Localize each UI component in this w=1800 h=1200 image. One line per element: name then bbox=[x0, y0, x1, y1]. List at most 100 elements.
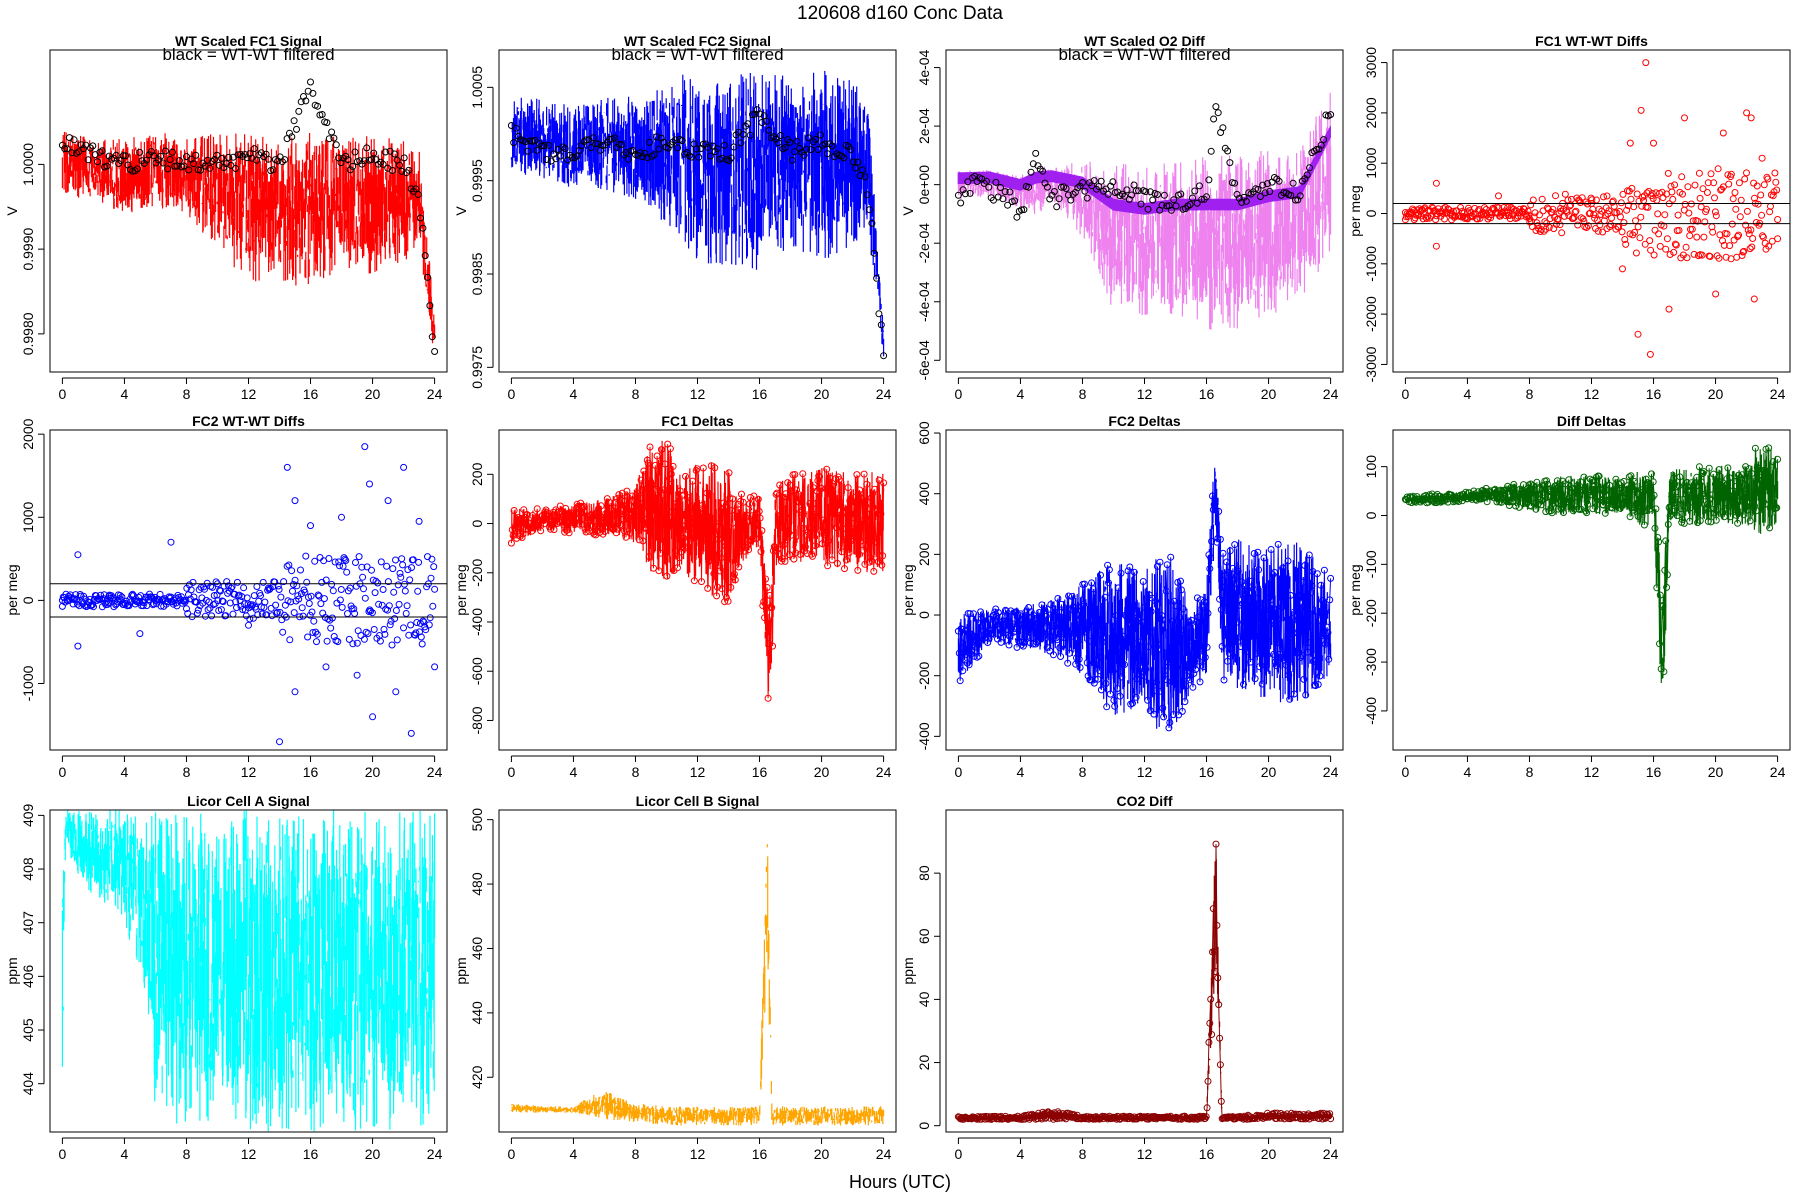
co2-diff-point bbox=[1326, 1110, 1334, 1118]
diff-deltas-point bbox=[1721, 499, 1729, 507]
fc1-wt-diffs-plot-area bbox=[1393, 59, 1790, 358]
diff-deltas-point bbox=[1722, 482, 1730, 490]
fc2-wt-diffs-point bbox=[403, 602, 411, 610]
fc2-deltas-point bbox=[1203, 643, 1211, 651]
fc2-deltas-point bbox=[1314, 681, 1322, 688]
fc2-deltas-point bbox=[974, 635, 982, 643]
fc1-wt-diffs-point bbox=[1531, 209, 1539, 217]
fc1-signal-overlay-point bbox=[157, 152, 165, 160]
o2-diff-x-tick-label: 16 bbox=[1199, 386, 1215, 402]
fc1-signal-frame bbox=[49, 49, 448, 373]
fc2-deltas-point bbox=[1106, 690, 1114, 698]
o2-diff-overlay-point bbox=[1046, 195, 1054, 203]
fc2-signal-x-tick-label: 20 bbox=[814, 386, 830, 402]
fc2-wt-diffs-point bbox=[402, 610, 410, 617]
diff-deltas-point bbox=[1739, 493, 1747, 501]
fc2-deltas-point bbox=[1273, 615, 1281, 623]
fc1-wt-diffs-point bbox=[1607, 221, 1615, 228]
licor-b-x-tick-label: 12 bbox=[690, 1146, 706, 1162]
o2-diff-overlay-point bbox=[1186, 201, 1194, 208]
fc1-deltas-point bbox=[853, 471, 861, 479]
fc2-deltas-point bbox=[1283, 615, 1291, 623]
fc1-deltas-point bbox=[841, 509, 849, 517]
o2-diff-overlay-point bbox=[1043, 183, 1051, 191]
fc1-wt-diffs-point bbox=[1682, 243, 1690, 251]
fc1-wt-diffs-point bbox=[1619, 190, 1627, 198]
fc1-deltas-y-tick-label: -200 bbox=[469, 559, 485, 587]
fc2-deltas-point bbox=[1259, 610, 1267, 618]
diff-deltas-point bbox=[1494, 494, 1502, 502]
o2-diff-overlay-point bbox=[1050, 188, 1058, 195]
fc1-signal-overlay-point bbox=[360, 157, 368, 165]
fc1-wt-diffs-point bbox=[1703, 205, 1710, 213]
fc1-wt-diffs-point bbox=[1618, 228, 1626, 236]
fc2-deltas-x-tick-label: 0 bbox=[955, 764, 963, 780]
fc1-signal-overlay-point bbox=[417, 214, 424, 222]
diff-deltas-point bbox=[1548, 509, 1556, 517]
fc1-deltas-point bbox=[799, 470, 807, 478]
fc1-wt-diffs-point bbox=[1608, 214, 1615, 222]
fc1-signal-overlay-point bbox=[248, 154, 256, 162]
fc1-deltas-y-tick-label: 200 bbox=[469, 462, 485, 486]
fc1-signal-overlay-point bbox=[164, 165, 172, 173]
fc1-deltas-point bbox=[826, 474, 834, 482]
fc1-deltas-y-tick-label: -400 bbox=[469, 608, 485, 636]
fc1-deltas-point bbox=[700, 535, 708, 543]
fc1-wt-diffs-point bbox=[1731, 189, 1739, 196]
fc1-deltas-point bbox=[660, 486, 668, 494]
fc2-wt-diffs-point bbox=[330, 633, 338, 640]
fc1-wt-diffs-y-tick-label: 1000 bbox=[1363, 147, 1379, 178]
fc2-wt-diffs-point bbox=[331, 558, 339, 566]
fc1-wt-diffs-outlier-point bbox=[1417, 212, 1425, 220]
fc2-deltas-point bbox=[967, 650, 975, 658]
fc1-deltas-point bbox=[539, 516, 547, 524]
fc2-signal-overlay-point bbox=[674, 144, 682, 152]
fc1-deltas-point bbox=[682, 525, 690, 533]
fc2-signal-overlay-point bbox=[852, 164, 859, 172]
diff-deltas-point bbox=[1659, 602, 1667, 609]
panel-fc1-wt-diffs: 0 4 8 12 16 20 24-3000-2000-10000100020003000F… bbox=[1347, 33, 1791, 402]
fc2-signal-plot-area bbox=[507, 70, 888, 360]
fc1-deltas-point bbox=[612, 529, 620, 537]
o2-diff-overlay-point bbox=[1090, 177, 1098, 185]
diff-deltas-point bbox=[1570, 505, 1578, 513]
fc1-wt-diffs-point bbox=[1735, 231, 1742, 239]
o2-diff-y-tick-label: -6e-04 bbox=[916, 340, 932, 381]
fc1-wt-diffs-point bbox=[1720, 241, 1728, 249]
fc1-signal-title: WT Scaled FC1 Signal bbox=[175, 33, 322, 49]
fc1-deltas-point bbox=[724, 597, 732, 605]
fc1-deltas-y-axis-label: per meg bbox=[453, 564, 469, 615]
o2-diff-overlay-point bbox=[1006, 188, 1014, 196]
diff-deltas-point bbox=[1600, 488, 1608, 496]
fc2-wt-diffs-point bbox=[302, 552, 310, 560]
o2-diff-overlay-point bbox=[1212, 103, 1220, 111]
o2-diff-overlay-point bbox=[1097, 177, 1105, 185]
fc1-wt-diffs-point bbox=[1678, 173, 1686, 181]
fc1-deltas-y-tick-label: 0 bbox=[469, 519, 485, 527]
fc1-deltas-point bbox=[722, 593, 730, 601]
licor-a-x-tick-label: 24 bbox=[427, 1146, 443, 1162]
diff-deltas-point bbox=[1632, 486, 1639, 494]
o2-diff-overlay-point bbox=[1135, 187, 1143, 195]
fc1-wt-diffs-outlier-point bbox=[1646, 350, 1654, 358]
fc2-wt-diffs-point bbox=[301, 588, 309, 596]
fc2-deltas-point bbox=[1085, 637, 1093, 645]
fc1-deltas-point bbox=[817, 484, 825, 492]
fc2-deltas-point bbox=[1196, 678, 1204, 686]
o2-diff-overlay-point bbox=[983, 177, 990, 185]
fc2-deltas-point bbox=[975, 652, 983, 660]
fc1-signal-overlay-point bbox=[190, 160, 197, 168]
licor-a-y-tick-label: 409 bbox=[20, 803, 36, 827]
co2-diff-x-tick-label: 20 bbox=[1261, 1146, 1277, 1162]
fc1-wt-diffs-outlier-point bbox=[1747, 114, 1755, 122]
o2-diff-overlay-point bbox=[1062, 185, 1070, 192]
fc2-deltas-point bbox=[1215, 507, 1223, 515]
diff-deltas-point bbox=[1544, 480, 1551, 488]
fc2-wt-diffs-point bbox=[289, 587, 296, 595]
fc1-signal-overlay-point bbox=[330, 134, 338, 142]
fc1-wt-diffs-point bbox=[1576, 199, 1584, 207]
diff-deltas-point bbox=[1520, 481, 1527, 489]
fc2-wt-diffs-point bbox=[253, 583, 261, 590]
fc1-wt-diffs-y-tick-label: 2000 bbox=[1363, 97, 1379, 128]
